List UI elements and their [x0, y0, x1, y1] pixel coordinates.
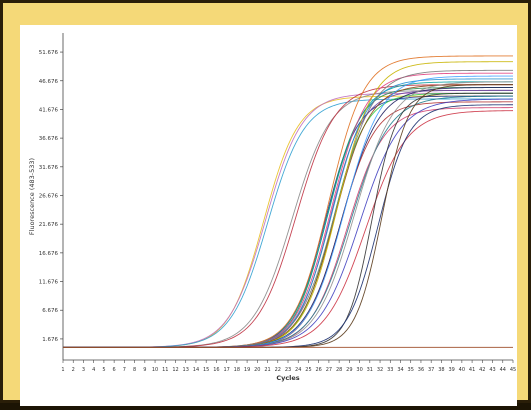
x-tick-label: 29	[346, 367, 352, 373]
y-axis-label: Fluorescence (483-533)	[28, 158, 36, 235]
y-ticks: 1.676 6.676 11.676 16.676 21.676 26.676 31.676…	[39, 50, 63, 343]
series-line	[63, 84, 513, 348]
series-line	[63, 87, 513, 348]
x-tick-label: 1	[61, 367, 64, 373]
series-line	[63, 69, 513, 348]
x-tick-label: 24	[295, 367, 301, 373]
series-line	[63, 95, 514, 348]
y-tick-label: 21.676	[39, 222, 59, 228]
x-tick-label: 5	[102, 367, 105, 373]
series-line	[63, 95, 513, 348]
x-tick-label: 2	[72, 367, 75, 373]
series-line	[63, 87, 514, 348]
x-ticks: 1 2 3 4 5 6 7 8 9 10 11 12 13 14 15 16 17 18 19 20 21 22 23 24 2…	[61, 360, 516, 373]
y-tick-label: 11.676	[39, 280, 59, 286]
series-line	[63, 104, 513, 348]
chart-panel: 1.676 6.676 11.676 16.676 21.676 26.676 31.676…	[20, 25, 517, 406]
x-tick-label: 40	[459, 367, 465, 373]
series-line	[63, 107, 513, 348]
x-tick-label: 25	[305, 367, 311, 373]
series-line	[63, 84, 513, 348]
x-tick-label: 21	[264, 367, 270, 373]
x-tick-label: 34	[397, 367, 403, 373]
x-tick-label: 3	[82, 367, 85, 373]
x-tick-label: 8	[133, 367, 136, 373]
series-line	[63, 81, 514, 348]
x-tick-label: 15	[203, 367, 209, 373]
amplification-chart: 1.676 6.676 11.676 16.676 21.676 26.676 31.676…	[28, 33, 516, 382]
y-tick-label: 41.676	[39, 107, 59, 113]
x-tick-label: 16	[213, 367, 219, 373]
chart-series	[62, 55, 514, 348]
series-line	[63, 55, 514, 348]
y-tick-label: 16.676	[39, 251, 59, 257]
y-tick-label: 1.676	[42, 337, 58, 343]
x-tick-label: 9	[143, 367, 146, 373]
x-tick-label: 44	[500, 367, 506, 373]
x-axis-label: Cycles	[276, 374, 299, 382]
x-tick-label: 36	[418, 367, 424, 373]
series-line	[63, 81, 513, 348]
x-tick-label: 27	[326, 367, 332, 373]
y-tick-label: 51.676	[39, 50, 59, 56]
y-tick-label: 31.676	[39, 165, 59, 171]
series-line	[63, 95, 513, 348]
series-line	[63, 92, 513, 348]
x-tick-label: 43	[489, 367, 495, 373]
x-tick-label: 10	[152, 367, 158, 373]
x-tick-label: 11	[162, 367, 168, 373]
x-tick-label: 17	[223, 367, 229, 373]
x-tick-label: 39	[448, 367, 454, 373]
y-tick-label: 36.676	[39, 136, 59, 142]
series-line	[63, 61, 513, 348]
x-tick-label: 38	[438, 367, 444, 373]
series-line	[63, 72, 513, 348]
y-tick-label: 26.676	[39, 193, 59, 199]
series-line	[62, 98, 513, 348]
x-tick-label: 23	[285, 367, 291, 373]
series-line	[63, 101, 514, 348]
x-tick-label: 14	[193, 367, 199, 373]
x-tick-label: 45	[510, 367, 516, 373]
series-line	[63, 89, 513, 348]
series-line	[63, 78, 513, 348]
y-tick-label: 46.676	[39, 79, 59, 85]
series-line	[63, 84, 513, 348]
x-tick-label: 18	[234, 367, 240, 373]
y-tick-label: 6.676	[42, 308, 58, 314]
x-tick-label: 35	[408, 367, 414, 373]
x-tick-label: 19	[244, 367, 250, 373]
series-line	[63, 89, 513, 348]
x-tick-label: 20	[254, 367, 260, 373]
series-line	[63, 98, 514, 348]
x-tick-label: 12	[172, 367, 178, 373]
x-tick-label: 31	[367, 367, 373, 373]
x-tick-label: 32	[377, 367, 383, 373]
series-line	[63, 92, 513, 348]
x-tick-label: 4	[92, 367, 95, 373]
series-line	[63, 75, 514, 348]
x-tick-label: 42	[479, 367, 485, 373]
x-tick-label: 33	[387, 367, 393, 373]
x-tick-label: 41	[469, 367, 475, 373]
x-tick-label: 7	[123, 367, 126, 373]
x-tick-label: 37	[428, 367, 434, 373]
x-tick-label: 22	[275, 367, 281, 373]
x-tick-label: 13	[183, 367, 189, 373]
x-tick-label: 28	[336, 367, 342, 373]
x-tick-label: 26	[315, 367, 321, 373]
x-tick-label: 6	[113, 367, 116, 373]
series-line	[63, 92, 513, 348]
x-tick-label: 30	[356, 367, 362, 373]
